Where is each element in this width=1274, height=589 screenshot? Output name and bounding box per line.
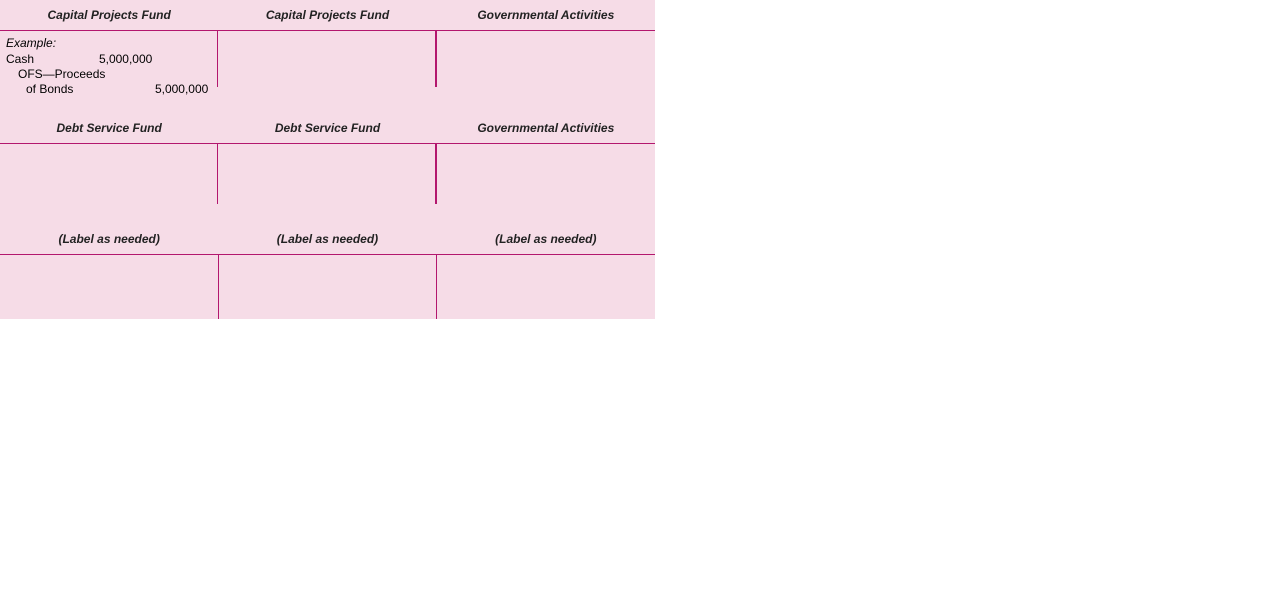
journal-cell xyxy=(437,144,655,224)
accounting-worksheet-table: Capital Projects Fund Capital Projects F… xyxy=(0,0,655,319)
journal-cell: Example: Cash 5,000,000 OFS—Proceeds of … xyxy=(0,31,218,105)
journal-cell xyxy=(437,255,655,319)
journal-cell xyxy=(218,144,436,224)
section-header-row: Debt Service Fund Debt Service Fund Gove… xyxy=(0,113,655,144)
journal-cell xyxy=(219,255,438,319)
journal-entry-line: Cash 5,000,000 xyxy=(6,51,212,67)
entry-label: Cash xyxy=(6,52,80,66)
column-header: Governmental Activities xyxy=(437,113,655,143)
journal-cell xyxy=(218,31,436,105)
entry-label: of Bonds xyxy=(6,82,136,96)
entry-label: Example: xyxy=(6,36,212,50)
column-header: (Label as needed) xyxy=(0,224,218,254)
column-header: Debt Service Fund xyxy=(0,113,218,143)
column-header: (Label as needed) xyxy=(437,224,655,254)
journal-entry-line: of Bonds 5,000,000 xyxy=(6,82,212,97)
journal-cell xyxy=(437,31,655,105)
section-header-row: (Label as needed) (Label as needed) (Lab… xyxy=(0,224,655,255)
entry-credit-amount: 5,000,000 xyxy=(136,82,212,96)
column-header: Capital Projects Fund xyxy=(218,0,436,30)
column-header: Governmental Activities xyxy=(437,0,655,30)
column-header: (Label as needed) xyxy=(218,224,436,254)
section-spacer xyxy=(0,105,655,113)
journal-cell xyxy=(0,144,218,224)
column-header: Capital Projects Fund xyxy=(0,0,218,30)
journal-cell xyxy=(0,255,219,319)
entry-debit-amount: 5,000,000 xyxy=(80,52,212,66)
section-body-row xyxy=(0,144,655,224)
journal-entry-line: OFS—Proceeds xyxy=(6,67,212,82)
section-body-row: Example: Cash 5,000,000 OFS—Proceeds of … xyxy=(0,31,655,105)
section-body-row xyxy=(0,255,655,319)
section-header-row: Capital Projects Fund Capital Projects F… xyxy=(0,0,655,31)
column-header: Debt Service Fund xyxy=(218,113,436,143)
entry-label: OFS—Proceeds xyxy=(6,67,212,81)
journal-entry-line: Example: xyxy=(6,35,212,51)
